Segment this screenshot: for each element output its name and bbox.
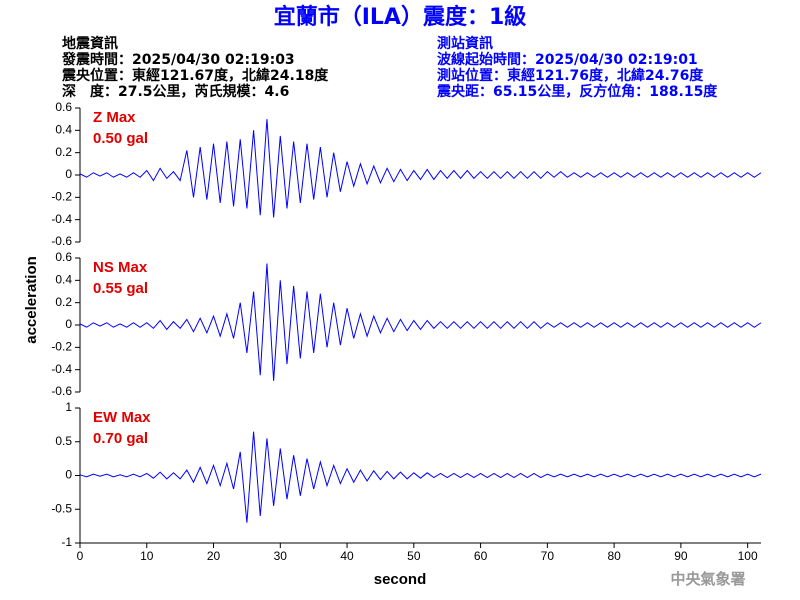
y-tick-label: 0 <box>65 317 72 331</box>
y-tick-label: -0.6 <box>51 384 72 398</box>
footer: 中央氣象署 <box>670 570 745 588</box>
y-axis-label: acceleration <box>23 256 40 344</box>
annotation: Z Max <box>93 109 136 126</box>
y-tick-label: 0 <box>65 167 72 181</box>
info-line: 測站資訊 <box>437 35 493 52</box>
info-line: 震央位置：東經121.67度，北緯24.18度 <box>61 67 329 84</box>
waveform <box>79 431 762 523</box>
y-tick-label: 0.6 <box>55 250 72 264</box>
annotation: 0.70 gal <box>93 430 148 447</box>
x-tick-label: 100 <box>738 549 758 563</box>
annotation: 0.55 gal <box>93 280 148 297</box>
x-tick-label: 0 <box>77 549 84 563</box>
x-axis-label: second <box>374 571 427 588</box>
x-tick-label: 90 <box>674 549 688 563</box>
annotation: NS Max <box>93 259 148 276</box>
annotation: EW Max <box>93 409 151 426</box>
y-tick-label: -0.2 <box>51 190 72 204</box>
y-tick-label: -0.5 <box>51 501 72 515</box>
x-tick-label: 40 <box>340 549 354 563</box>
waveform <box>79 263 762 381</box>
info-line: 深 度：27.5公里，芮氏規模：4.6 <box>62 83 289 100</box>
y-tick-label: -0.2 <box>51 340 72 354</box>
info-line: 波線起始時間：2025/04/30 02:19:01 <box>437 51 698 68</box>
annotation: 0.50 gal <box>93 130 148 147</box>
x-tick-label: 20 <box>207 549 221 563</box>
y-tick-label: 0.4 <box>55 123 72 137</box>
y-tick-label: 0.2 <box>55 295 72 309</box>
info-line: 測站位置：東經121.76度，北緯24.76度 <box>437 67 704 84</box>
waveform <box>79 119 762 218</box>
x-tick-label: 50 <box>407 549 421 563</box>
info-line: 發震時間：2025/04/30 02:19:03 <box>61 51 295 68</box>
x-tick-label: 10 <box>140 549 154 563</box>
chart-title: 宜蘭市（ILA）震度：1級 <box>274 4 527 30</box>
x-tick-label: 70 <box>541 549 555 563</box>
x-tick-label: 60 <box>474 549 488 563</box>
x-tick-label: 30 <box>274 549 288 563</box>
y-tick-label: -0.4 <box>51 362 72 376</box>
y-tick-label: -0.6 <box>51 234 72 248</box>
y-tick-label: -1 <box>61 535 72 549</box>
info-line: 地震資訊 <box>62 35 118 52</box>
y-tick-label: -0.4 <box>51 212 72 226</box>
y-tick-label: 0.5 <box>55 434 72 448</box>
y-tick-label: 0.4 <box>55 273 72 287</box>
y-tick-label: 0.6 <box>55 100 72 114</box>
info-line: 震央距：65.15公里，反方位角：188.15度 <box>436 83 718 100</box>
y-tick-label: 1 <box>65 400 72 414</box>
y-tick-label: 0.2 <box>55 145 72 159</box>
x-tick-label: 80 <box>607 549 621 563</box>
y-tick-label: 0 <box>65 468 72 482</box>
